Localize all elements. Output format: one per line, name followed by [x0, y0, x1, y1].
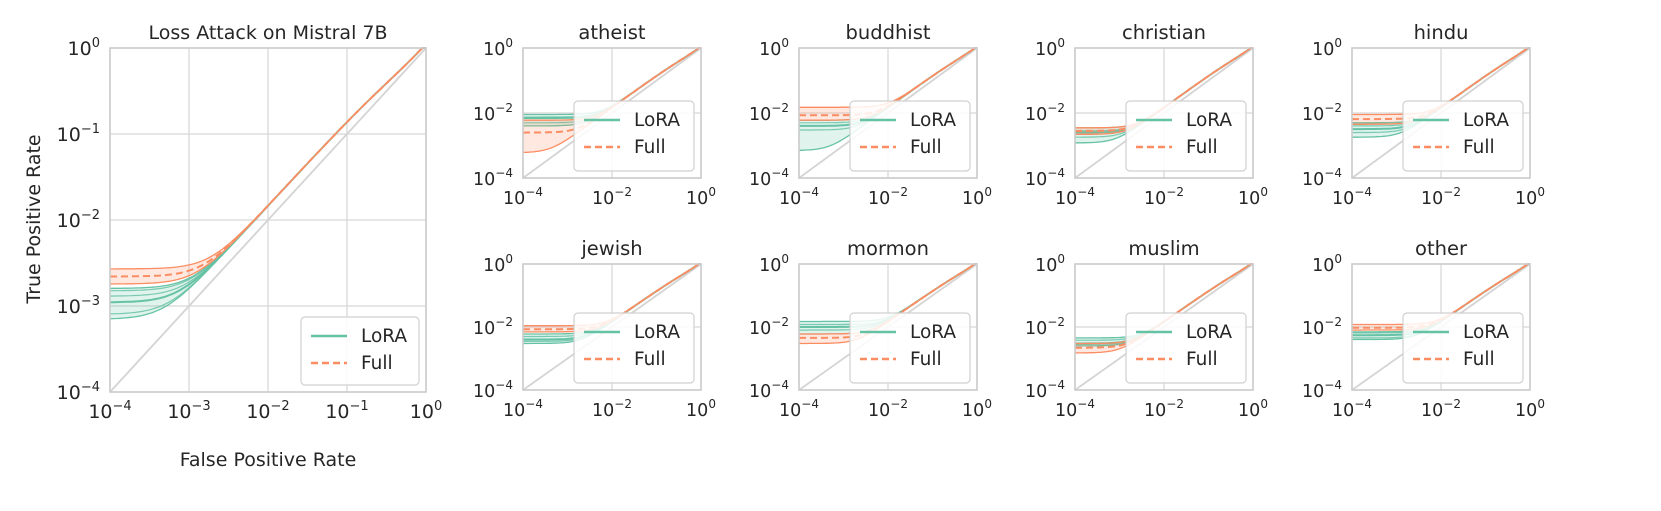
x-tick-label: 10−2	[592, 397, 632, 421]
x-tick-label: 10−2	[246, 399, 289, 423]
legend: LoRA Full	[1125, 312, 1247, 384]
legend-label-full: Full	[634, 137, 666, 158]
y-tick-label: 100	[1312, 252, 1342, 276]
legend: LoRA Full	[573, 100, 695, 172]
legend-label-lora: LoRA	[1463, 110, 1509, 131]
legend-label-full: Full	[361, 353, 393, 374]
figure-ylabel: True Positive Rate	[23, 134, 45, 304]
panel-title: muslim	[1128, 237, 1199, 260]
legend-box	[573, 100, 695, 172]
x-tick-label: 10−2	[1421, 185, 1461, 209]
legend: LoRA Full	[1125, 100, 1247, 172]
legend-label-full: Full	[1186, 137, 1218, 158]
legend-label-full: Full	[1186, 349, 1218, 370]
confidence-band-full	[1352, 48, 1530, 125]
series-full	[110, 47, 426, 285]
random-guess-diagonal	[109, 47, 427, 393]
axes-frame	[522, 263, 702, 391]
legend-box	[849, 100, 971, 172]
y-tick-label: 10−4	[1302, 166, 1342, 190]
panel-title: atheist	[578, 21, 646, 44]
legend-box	[849, 312, 971, 384]
legend-label-lora: LoRA	[910, 110, 956, 131]
legend-box	[1125, 100, 1247, 172]
legend-label-lora: LoRA	[634, 110, 680, 131]
confidence-band-lora	[523, 264, 701, 344]
legend: LoRA Full	[1402, 312, 1524, 384]
mean-line-full	[110, 47, 426, 278]
legend-label-full: Full	[910, 349, 942, 370]
y-tick-label: 10−4	[1025, 166, 1065, 190]
y-tick-label: 10−4	[473, 378, 513, 402]
legend: LoRA Full	[300, 316, 420, 386]
legend: LoRA Full	[849, 312, 971, 384]
confidence-band-lora	[110, 48, 426, 319]
x-tick-label: 10−4	[779, 185, 819, 209]
y-tick-label: 100	[483, 36, 513, 60]
axes-frame	[522, 47, 702, 179]
mean-line-full	[523, 47, 701, 134]
y-tick-label: 10−2	[749, 101, 789, 125]
mean-line-full	[1075, 263, 1253, 349]
y-tick-label: 10−2	[749, 315, 789, 339]
legend-label-lora: LoRA	[1463, 322, 1509, 343]
panel-title: buddhist	[845, 21, 930, 44]
legend-label-lora: LoRA	[361, 326, 407, 347]
legend-box	[1125, 312, 1247, 384]
legend: LoRA Full	[573, 312, 695, 384]
axes-frame	[1351, 47, 1531, 179]
figure-xlabel: False Positive Rate	[180, 449, 357, 471]
legend-label-lora: LoRA	[1186, 110, 1232, 131]
legend-label-full: Full	[910, 137, 942, 158]
y-tick-label: 10−2	[1025, 101, 1065, 125]
x-tick-label: 100	[686, 185, 716, 209]
axes-frame	[798, 47, 978, 179]
panel-title: jewish	[580, 237, 642, 260]
axes-frame	[109, 47, 427, 393]
legend-box	[573, 312, 695, 384]
legend: LoRA Full	[849, 100, 971, 172]
legend-box	[1402, 100, 1524, 172]
y-tick-label: 10−4	[1302, 378, 1342, 402]
x-tick-label: 10−1	[325, 399, 368, 423]
confidence-band-full	[523, 48, 701, 153]
x-tick-label: 10−4	[1332, 397, 1372, 421]
axes-frame	[1074, 263, 1254, 391]
legend-label-full: Full	[634, 349, 666, 370]
panel-title: christian	[1122, 21, 1206, 44]
confidence-band-full	[799, 264, 977, 344]
legend-box	[300, 316, 420, 386]
panel-title: mormon	[847, 237, 929, 260]
legend-label-lora: LoRA	[1186, 322, 1232, 343]
legend: LoRA Full	[1402, 100, 1524, 172]
legend-label-lora: LoRA	[634, 322, 680, 343]
legend-label-full: Full	[1463, 349, 1495, 370]
panel-title: hindu	[1414, 21, 1469, 44]
panel-title: other	[1415, 237, 1468, 260]
legend-label-full: Full	[1463, 137, 1495, 158]
axes-frame	[798, 263, 978, 391]
legend-label-lora: LoRA	[910, 322, 956, 343]
x-tick-label: 100	[962, 397, 992, 421]
x-tick-label: 10−4	[88, 399, 131, 423]
legend-box	[1402, 312, 1524, 384]
axes-frame	[1074, 47, 1254, 179]
panel-title: Loss Attack on Mistral 7B	[148, 22, 387, 44]
axes-frame	[1351, 263, 1531, 391]
